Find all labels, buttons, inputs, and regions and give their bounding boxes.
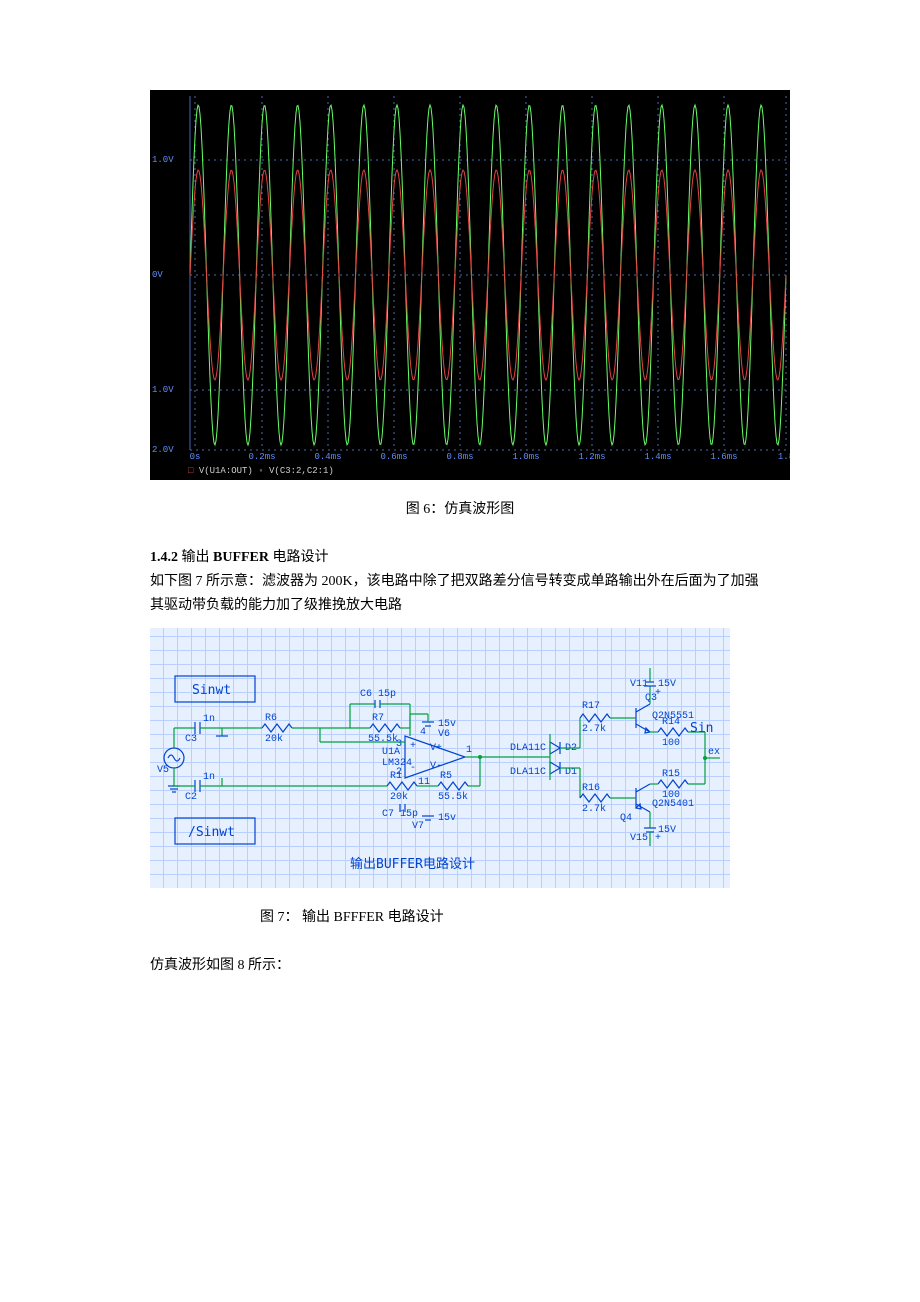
label-d1: D1 <box>565 767 577 778</box>
label-v7n: V7 <box>412 821 424 832</box>
waveform-x-label: 1.6ms <box>710 452 737 462</box>
label-r6: R6 <box>265 713 277 724</box>
opamp-vminus: V- <box>430 761 442 772</box>
figure-6-caption: 图 6：仿真波形图 <box>150 498 770 518</box>
transistor-q4: Q4 Q2N5401 <box>620 784 694 824</box>
section-en: BUFFER <box>213 550 269 565</box>
waveform-plot: 1.0V 0V 1.0V 2.0V 0s 0.2ms 0.4ms 0.6ms 0.8ms 1.0… <box>150 90 790 480</box>
waveform-x-label: 0.2ms <box>248 452 275 462</box>
waveform-y-label: 2.0V <box>152 445 174 455</box>
figure-7-caption: 图 7： 输出 BFFFER 电路设计 <box>150 906 770 926</box>
label-r5v: 55.5k <box>438 791 468 803</box>
legend-text: V(U1A:OUT) ◦ V(C3:2,C2:1) <box>199 466 334 476</box>
label-v6n: V6 <box>438 729 450 740</box>
waveform-y-label: 1.0V <box>152 155 174 165</box>
opamp-pin11: 11 <box>418 777 430 788</box>
label-v11: V11 <box>630 679 648 690</box>
label-v15: V15 <box>630 833 648 844</box>
label-sin: Sin <box>690 721 713 736</box>
schematic: Sinwt /Sinwt V5 C3 1n C2 1n <box>150 628 730 888</box>
label-c7: C7 15p <box>382 809 418 820</box>
waveform-svg <box>150 90 790 480</box>
label-r16v: 2.7k <box>582 803 606 815</box>
opamp-vplus: V+ <box>430 743 442 754</box>
label-r17v: 2.7k <box>582 723 606 735</box>
label-r7: R7 <box>372 713 384 724</box>
label-r17: R17 <box>582 701 600 712</box>
opamp-plus: + <box>410 741 416 752</box>
cap-c7: C7 15p <box>382 804 418 820</box>
section-number: 1.4.2 <box>150 550 178 565</box>
label-v11p: + <box>655 688 661 699</box>
label-nsinwt: /Sinwt <box>188 825 235 840</box>
label-ex: ex <box>708 747 720 758</box>
opamp-pin1: 1 <box>466 745 472 756</box>
label-v15p: + <box>655 833 661 844</box>
label-v5: V5 <box>157 765 169 776</box>
diode-d1: D1 DLA11C <box>510 762 577 778</box>
label-c2: C2 <box>185 792 197 803</box>
section-heading: 1.4.2 输出 BUFFER 电路设计 <box>150 546 770 566</box>
label-r1v: 20k <box>390 791 408 803</box>
label-u1a: U1A <box>382 747 400 758</box>
resistor-r16: R16 2.7k <box>580 783 610 815</box>
section-cn2: 电路设计 <box>269 550 329 565</box>
label-r7v: 55.5k <box>368 733 398 745</box>
label-r15: R15 <box>662 769 680 780</box>
section-cn1: 输出 <box>178 550 213 565</box>
legend-marker-1: □ <box>188 466 193 476</box>
label-r14v: 100 <box>662 738 680 749</box>
waveform-y-label: 1.0V <box>152 385 174 395</box>
label-q4: Q4 <box>620 813 632 824</box>
label-dla11c-2: DLA11C <box>510 767 546 778</box>
waveform-x-label: 1.8 <box>778 452 790 462</box>
label-c3v: 1n <box>203 714 215 725</box>
schematic-title: 输出BUFFER电路设计 <box>350 856 475 872</box>
waveform-y-label: 0V <box>152 270 163 280</box>
trailing-text: 仿真波形如图 8 所示： <box>150 954 770 978</box>
resistor-r15: R15 100 <box>658 769 688 801</box>
opamp-pin4: 4 <box>420 727 426 738</box>
label-v7: 15v <box>438 813 456 824</box>
waveform-x-label: 0s <box>190 452 201 462</box>
label-r16: R16 <box>582 783 600 794</box>
label-sinwt: Sinwt <box>192 683 231 698</box>
waveform-x-label: 1.4ms <box>644 452 671 462</box>
label-c3: C3 <box>185 734 197 745</box>
cap-c6: C6 15p <box>350 689 410 708</box>
label-c6: C6 15p <box>360 689 396 700</box>
waveform-x-label: 0.6ms <box>380 452 407 462</box>
resistor-r6: R6 20k <box>255 713 320 745</box>
label-r14: R14 <box>662 717 680 728</box>
label-c2v: 1n <box>203 772 215 783</box>
waveform-x-label: 0.8ms <box>446 452 473 462</box>
label-lm324: LM324 <box>382 758 412 769</box>
waveform-x-label: 1.0ms <box>512 452 539 462</box>
waveform-legend: □ V(U1A:OUT) ◦ V(C3:2,C2:1) <box>188 466 334 476</box>
label-r15v: 100 <box>662 790 680 801</box>
schematic-svg: Sinwt /Sinwt V5 C3 1n C2 1n <box>150 628 730 888</box>
label-r5: R5 <box>440 771 452 782</box>
waveform-x-label: 0.4ms <box>314 452 341 462</box>
label-dla11c-1: DLA11C <box>510 743 546 754</box>
label-r6v: 20k <box>265 733 283 745</box>
section-paragraph: 如下图 7 所示意：滤波器为 200K，该电路中除了把双路差分信号转变成单路输出… <box>150 570 770 618</box>
waveform-x-label: 1.2ms <box>578 452 605 462</box>
resistor-r5: R5 55.5k <box>438 771 468 803</box>
resistor-r17: R17 2.7k <box>580 701 610 735</box>
